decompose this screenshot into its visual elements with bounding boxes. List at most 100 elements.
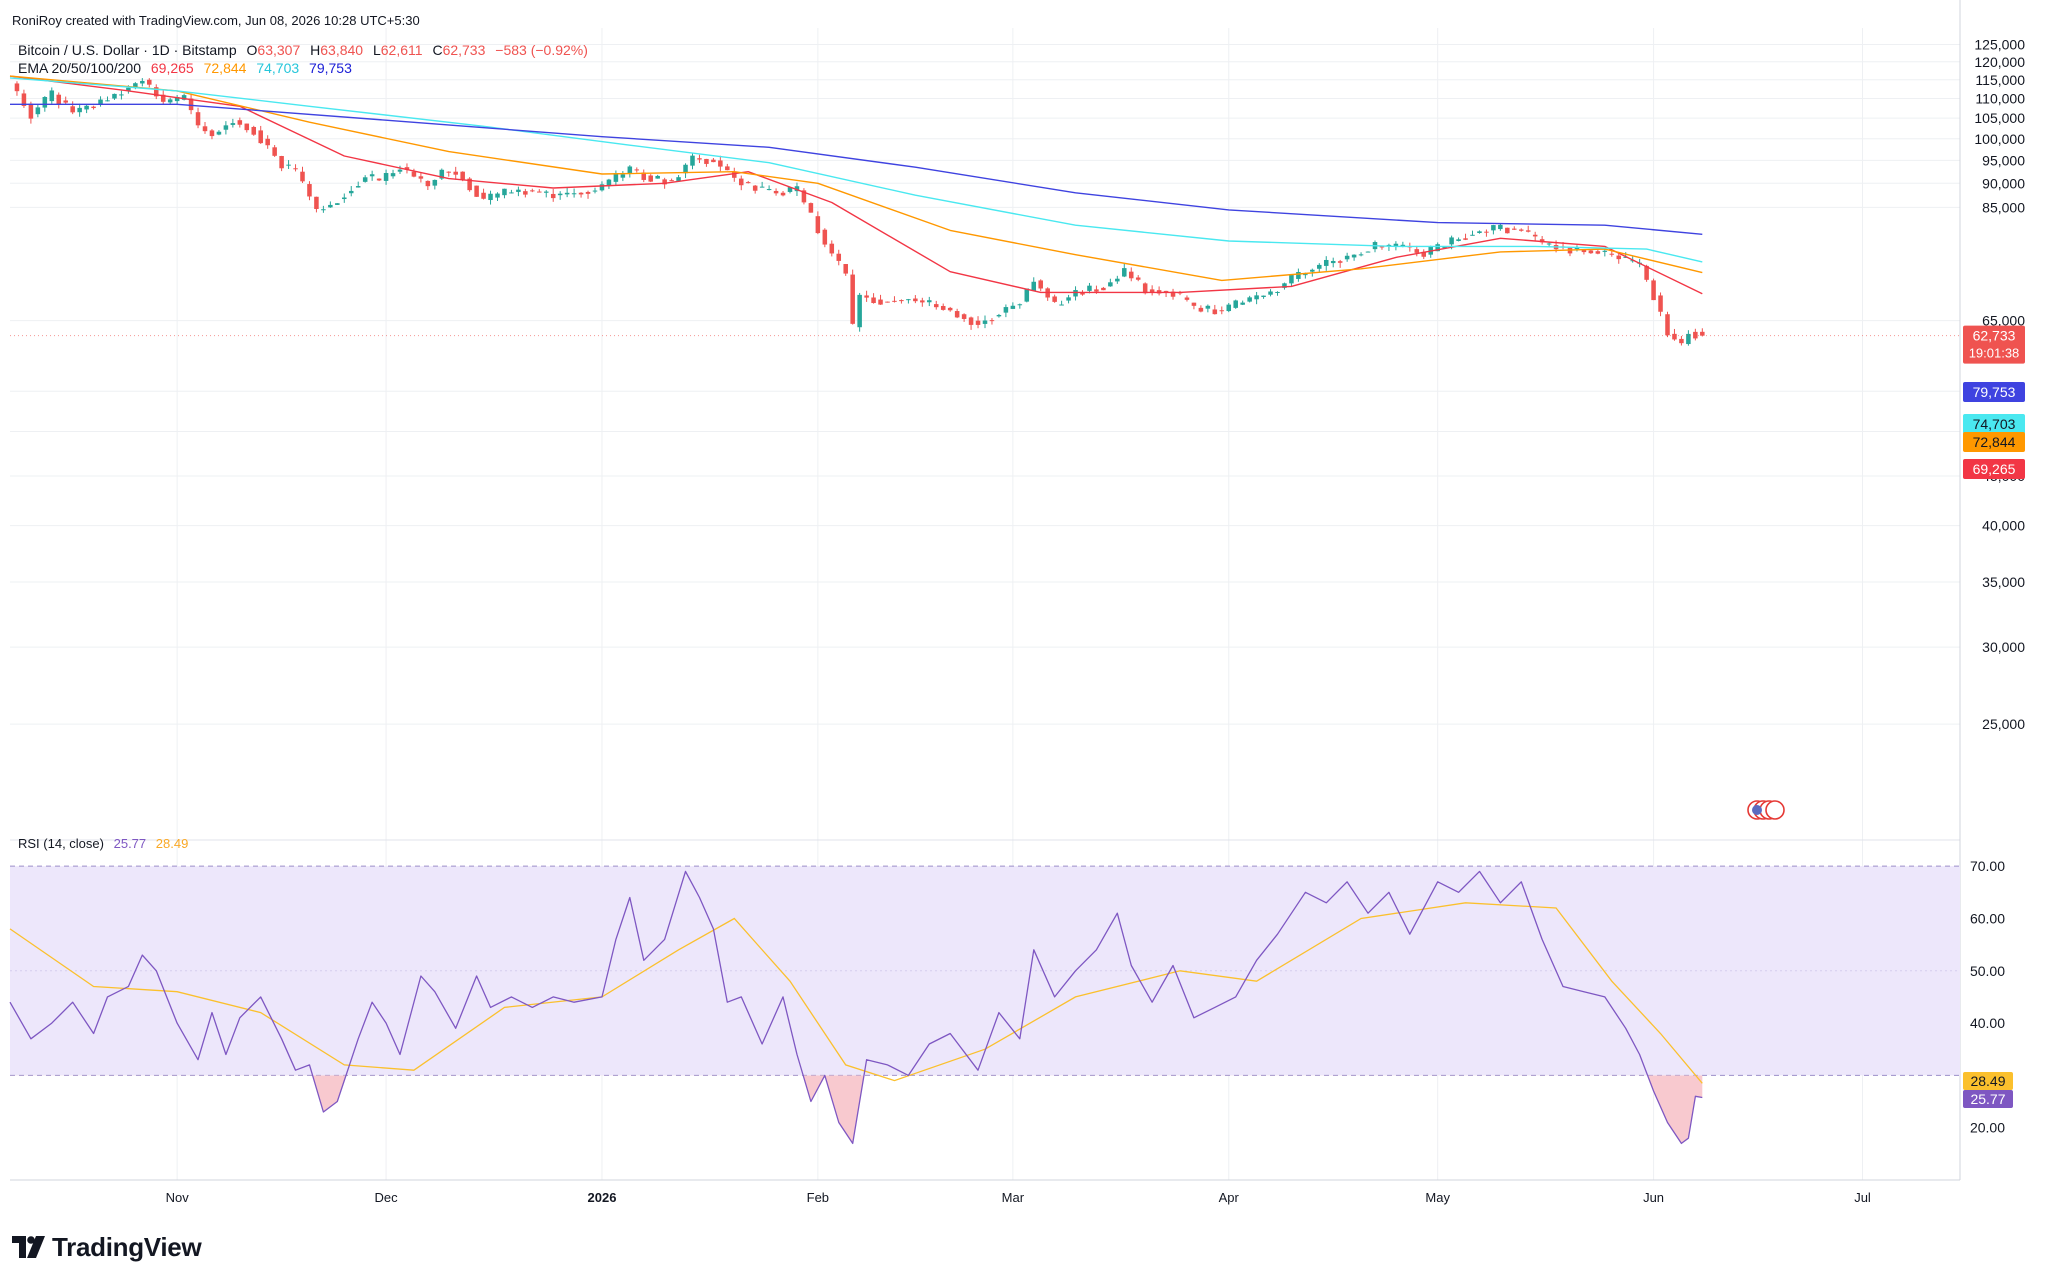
candle-up xyxy=(1449,237,1454,245)
price-tick-label: 105,000 xyxy=(1974,110,2025,126)
candle-down xyxy=(28,103,34,119)
candle-down xyxy=(1581,249,1587,253)
candle-up xyxy=(571,193,577,195)
candle-up xyxy=(564,192,570,195)
tradingview-logo-icon xyxy=(12,1236,45,1258)
candle-up xyxy=(84,105,89,110)
candle-up xyxy=(1574,247,1580,250)
candle-up xyxy=(335,203,340,205)
candle-down xyxy=(940,305,946,310)
candle-down xyxy=(892,300,897,302)
candle-up xyxy=(1491,225,1496,231)
ema-badge-bg xyxy=(1963,414,2025,434)
rsi-band-group xyxy=(10,865,1960,1076)
candle-down xyxy=(244,123,250,131)
high-value: 63,840 xyxy=(320,42,364,58)
candle-up xyxy=(613,173,619,182)
candle-down xyxy=(279,156,284,169)
candle-down xyxy=(153,87,159,97)
candle-down xyxy=(481,192,486,199)
candle-up xyxy=(1240,302,1245,305)
ema-line-ema200 xyxy=(10,103,1703,235)
candle-up xyxy=(1323,259,1329,266)
event-flag-icon xyxy=(1765,800,1785,820)
rsi-value: 25.77 xyxy=(113,836,147,851)
price-tick-label: 35,000 xyxy=(1982,574,2025,590)
candle-down xyxy=(634,169,640,171)
candle-up xyxy=(982,320,988,324)
candle-up xyxy=(112,93,117,99)
candle-up xyxy=(328,204,333,208)
candle-down xyxy=(1414,249,1420,253)
candle-up xyxy=(1066,297,1071,301)
candle-up xyxy=(1344,255,1350,260)
candle-up xyxy=(1435,244,1440,252)
time-tick-label: Jul xyxy=(1854,1190,1871,1205)
candle-up xyxy=(1630,260,1635,262)
candle-down xyxy=(1651,280,1656,301)
candle-down xyxy=(251,126,257,135)
candle-down xyxy=(1184,297,1190,300)
candle-up xyxy=(1275,291,1280,293)
candle-down xyxy=(878,299,883,305)
candle-up xyxy=(1010,305,1016,309)
symbol-legend[interactable]: Bitcoin / U.S. Dollar · 1D · Bitstamp O6… xyxy=(18,42,588,58)
ema-legend[interactable]: EMA 20/50/100/200 69,265 72,844 74,703 7… xyxy=(18,60,352,76)
rsi-legend[interactable]: RSI (14, close) 25.77 28.49 xyxy=(18,836,188,851)
candle-up xyxy=(342,197,347,200)
candle-down xyxy=(314,196,319,209)
tradingview-brand: TradingView xyxy=(52,1231,202,1262)
last-price-badge: 62,733 19:01:38 xyxy=(1963,325,2025,364)
candle-down xyxy=(968,317,974,325)
candle-down xyxy=(1212,309,1218,315)
candle-up xyxy=(1073,290,1078,297)
candle-down xyxy=(237,120,243,125)
candle-up xyxy=(1303,274,1308,276)
price-tick-label: 115,000 xyxy=(1975,72,2025,88)
candle-down xyxy=(272,147,277,156)
candle-down xyxy=(1191,302,1197,306)
candle-up xyxy=(1602,250,1608,252)
candle-up xyxy=(1205,305,1211,309)
candle-up xyxy=(133,83,138,88)
candle-down xyxy=(1337,261,1343,263)
candle-up xyxy=(1393,243,1399,247)
candle-up xyxy=(1358,254,1364,256)
candle-down xyxy=(307,184,312,197)
candle-up xyxy=(397,169,403,172)
time-axis: Nov Dec 2026 Feb Mar Apr May Jun Jul xyxy=(166,1190,1871,1205)
candle-down xyxy=(899,300,904,302)
candle-up xyxy=(140,80,145,84)
last-price-badge-bg xyxy=(1963,325,2025,364)
candle-down xyxy=(732,172,737,178)
candle-up xyxy=(683,164,688,174)
rsi-lines xyxy=(9,870,1703,1145)
rsi-badges: 28.49 25.77 xyxy=(1963,1072,2013,1108)
candle-up xyxy=(1108,282,1113,287)
time-tick-label: 2026 xyxy=(588,1190,617,1205)
candle-down xyxy=(773,190,779,194)
rsi-ma-line xyxy=(9,902,1703,1084)
candle-up xyxy=(1351,254,1357,258)
candle-up xyxy=(1261,295,1266,297)
grid-lines xyxy=(10,0,1961,1181)
candle-down xyxy=(745,182,751,184)
candle-up xyxy=(1059,304,1064,306)
candle-down xyxy=(1609,253,1615,255)
candle-down xyxy=(523,191,528,195)
candle-down xyxy=(195,112,201,126)
candle-down xyxy=(1379,246,1385,248)
candle-up xyxy=(557,193,563,196)
ema-badge-label: 69,265 xyxy=(1973,461,2016,477)
candle-down xyxy=(975,320,981,325)
candle-up xyxy=(432,179,438,186)
candle-up xyxy=(105,100,110,102)
candle-up xyxy=(488,193,493,201)
price-tick-label: 85,000 xyxy=(1982,199,2025,215)
open-label: O xyxy=(246,42,258,58)
candle-down xyxy=(864,295,869,298)
tradingview-logo[interactable]: TradingView xyxy=(12,1230,202,1264)
candle-down xyxy=(147,79,152,85)
candle-up xyxy=(181,95,187,100)
